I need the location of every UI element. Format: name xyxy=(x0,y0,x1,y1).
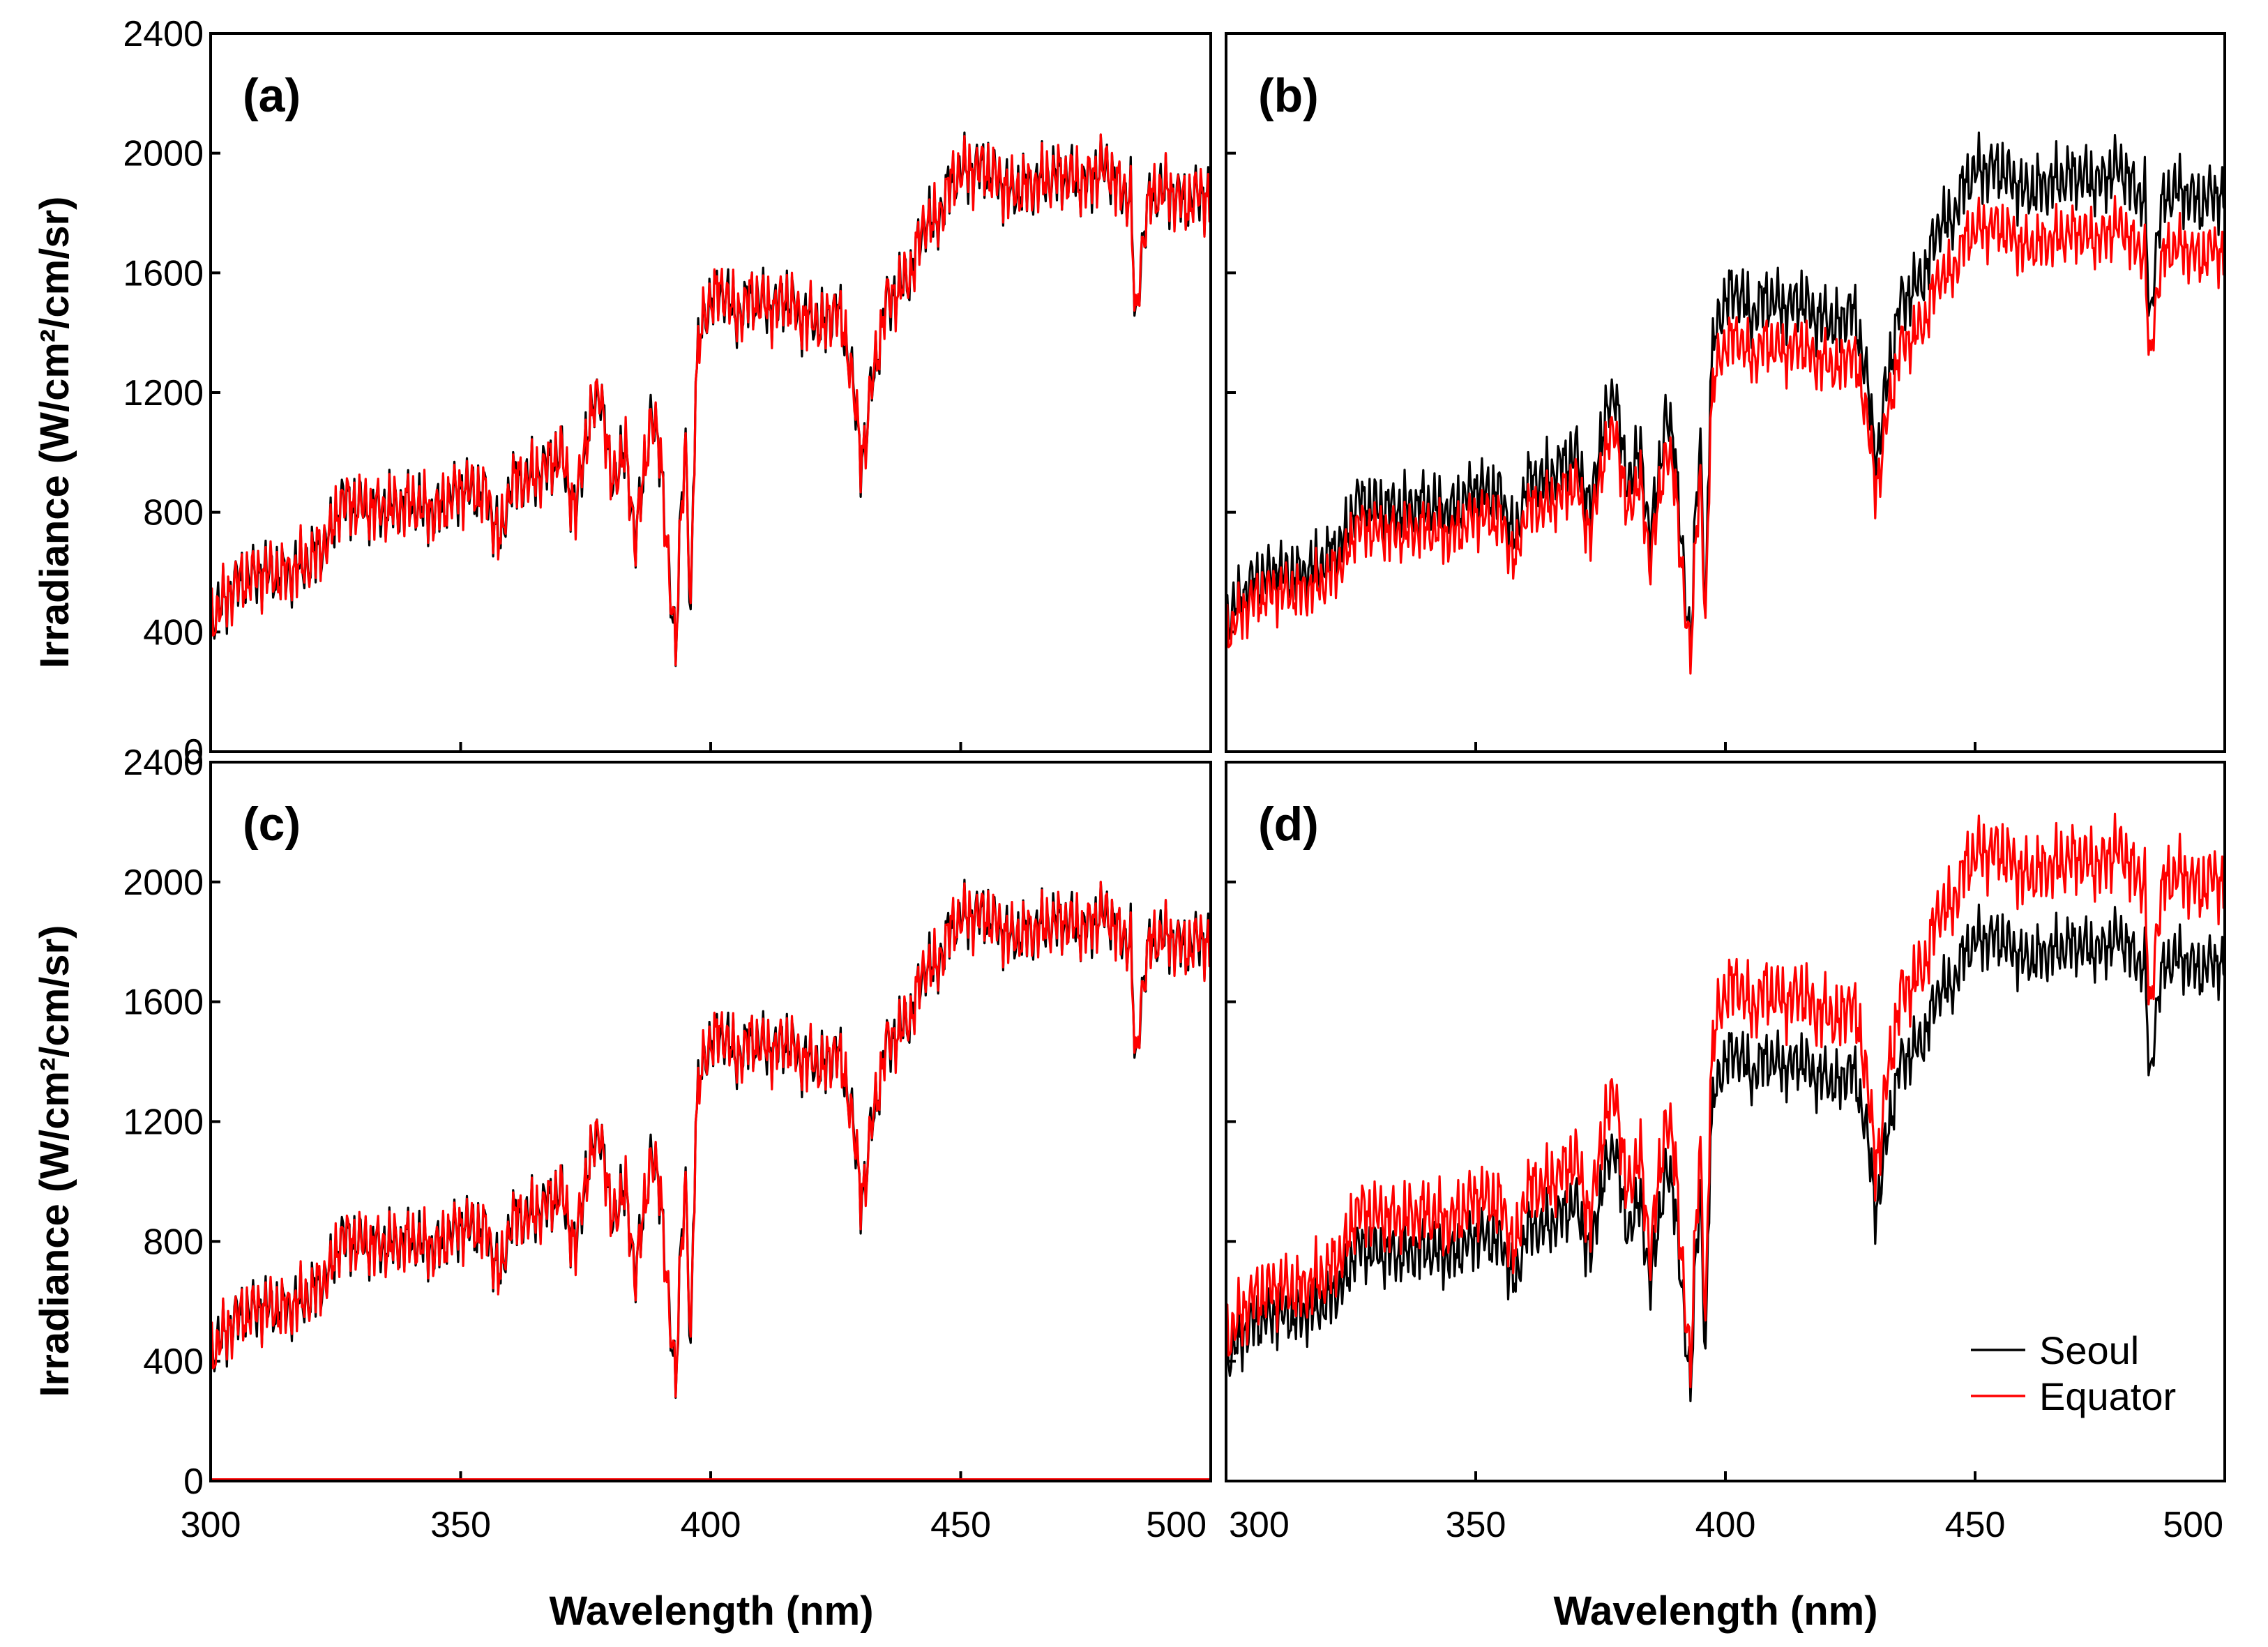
plot-frame xyxy=(209,32,1212,753)
x-tick-label: 400 xyxy=(681,1505,741,1545)
plot-frame xyxy=(1225,761,2226,1482)
y-axis-title-top: Irradiance (W/cm²/cm/sr) xyxy=(32,197,77,669)
panel-label: (d) xyxy=(1258,798,1319,851)
y-tick-label: 2400 xyxy=(123,14,204,54)
series-group xyxy=(1226,131,2225,675)
series-group xyxy=(1226,812,2225,1403)
y-axis-title-bottom: Irradiance (W/cm²/cm/sr) xyxy=(32,925,77,1397)
panel-a: 0 400 800 1200 1600 2000 2400 (a) xyxy=(123,14,1212,773)
plot-frame xyxy=(1225,32,2226,753)
series-group xyxy=(211,879,1211,1399)
x-tick-label: 450 xyxy=(1945,1505,2006,1545)
panels-layer: 0 400 800 1200 1600 2000 2400 (a) (b) 0 400 800 1200… xyxy=(123,14,2226,1545)
y-tick-label: 1200 xyxy=(123,373,204,413)
series-line-equator xyxy=(211,133,1211,667)
series-line-seoul xyxy=(211,879,1211,1399)
y-tick-label: 1600 xyxy=(123,982,204,1023)
panel-label: (b) xyxy=(1258,69,1319,122)
series-line-seoul xyxy=(1226,903,2225,1403)
x-tick-label: 350 xyxy=(1446,1505,1506,1545)
legend-label-equator: Equator xyxy=(2039,1374,2176,1418)
y-tick-label: 400 xyxy=(143,612,204,653)
y-tick-label: 2000 xyxy=(123,134,204,174)
series-line-seoul xyxy=(211,131,1211,667)
y-tick-label: 1600 xyxy=(123,253,204,294)
panel-label: (a) xyxy=(243,69,301,122)
panel-c: 0 400 800 1200 1600 2000 2400 300 350 400 450 500 (c… xyxy=(123,743,1212,1545)
panel-label: (c) xyxy=(243,798,301,851)
series-line-equator xyxy=(1226,195,2225,675)
x-tick-label: 500 xyxy=(2163,1505,2223,1545)
x-tick-label: 450 xyxy=(930,1505,991,1545)
series-line-equator xyxy=(1226,812,2225,1389)
plot-frame xyxy=(209,761,1212,1482)
y-tick-label: 0 xyxy=(183,732,204,773)
x-axis-title-left: Wavelength (nm) xyxy=(549,1588,873,1634)
text-layer: Wavelength (nm) Wavelength (nm) Irradian… xyxy=(32,197,1878,1634)
x-axis-title-right: Wavelength (nm) xyxy=(1553,1588,1877,1634)
x-tick-label: 400 xyxy=(1695,1505,1756,1545)
series-group xyxy=(211,131,1211,667)
y-tick-label: 400 xyxy=(143,1342,204,1382)
series-line-equator xyxy=(211,880,1211,1398)
series-line-seoul xyxy=(1226,131,2225,667)
y-tick-label: 2400 xyxy=(123,743,204,783)
x-tick-label: 500 xyxy=(1146,1505,1207,1545)
y-tick-label: 1200 xyxy=(123,1102,204,1143)
panel-b: (b) xyxy=(1225,32,2226,753)
y-tick-label: 800 xyxy=(143,493,204,533)
y-tick-label: 2000 xyxy=(123,863,204,903)
y-tick-label: 800 xyxy=(143,1222,204,1262)
y-tick-label: 0 xyxy=(183,1462,204,1502)
x-tick-label: 300 xyxy=(181,1505,241,1545)
legend-label-seoul: Seoul xyxy=(2039,1328,2139,1372)
x-tick-label: 350 xyxy=(430,1505,491,1545)
x-tick-label: 300 xyxy=(1229,1505,1290,1545)
